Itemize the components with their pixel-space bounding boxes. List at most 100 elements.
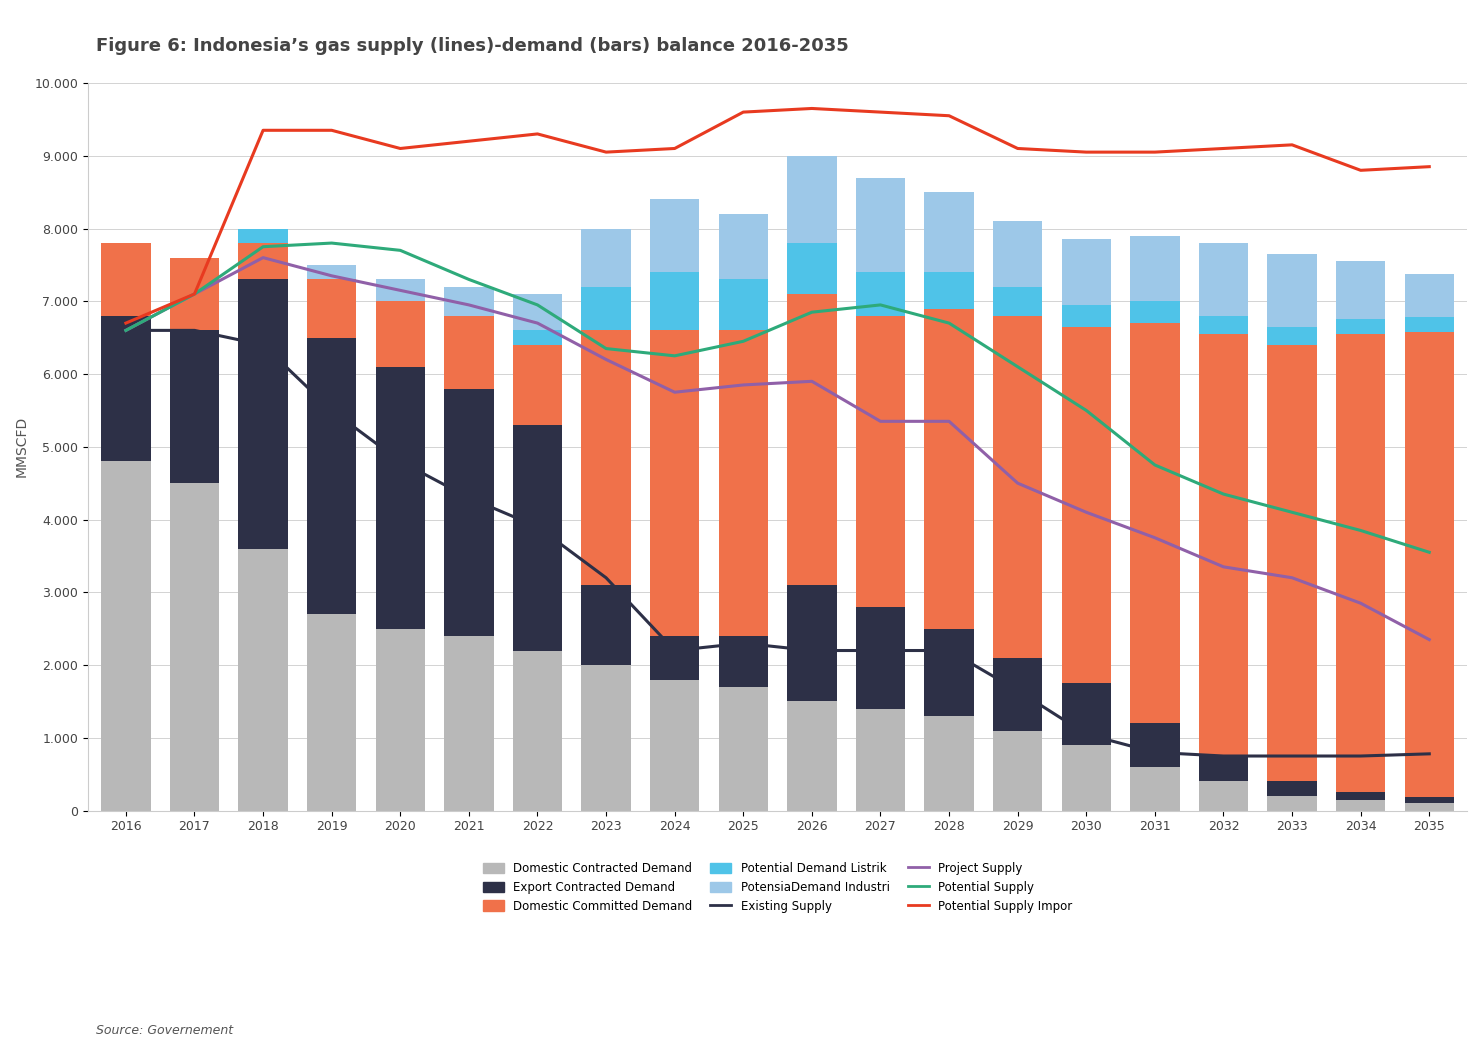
Bar	[307, 265, 356, 279]
Bar	[1131, 766, 1180, 811]
Potential Supply Impor	[529, 128, 547, 141]
Project Supply	[1146, 531, 1163, 544]
Line: Potential Supply: Potential Supply	[126, 243, 1429, 552]
Potential Supply Impor	[255, 124, 273, 136]
Project Supply	[597, 353, 615, 365]
Potential Supply	[803, 306, 821, 318]
Y-axis label: MMSCFD: MMSCFD	[15, 416, 30, 478]
Potential Supply Impor	[323, 124, 341, 136]
Potential Supply	[117, 324, 135, 337]
Line: Existing Supply: Existing Supply	[126, 331, 1429, 756]
Potential Supply	[940, 317, 957, 330]
Bar	[993, 222, 1042, 287]
Bar	[925, 192, 974, 272]
Bar	[1405, 798, 1454, 803]
Bar	[1131, 301, 1180, 323]
Bar	[787, 294, 836, 585]
Potential Supply Impor	[871, 106, 889, 119]
Potential Supply	[1352, 524, 1369, 537]
Bar	[925, 629, 974, 716]
Potential Supply	[391, 244, 409, 256]
Bar	[787, 155, 836, 243]
Existing Supply	[1420, 748, 1438, 760]
Existing Supply	[1215, 750, 1233, 762]
Bar	[307, 614, 356, 811]
Bar	[719, 214, 768, 279]
Bar	[581, 331, 631, 585]
Potential Supply Impor	[391, 142, 409, 154]
Bar	[1267, 345, 1317, 781]
Project Supply	[529, 317, 547, 330]
Bar	[719, 279, 768, 331]
Potential Supply	[1009, 360, 1027, 373]
Legend: Domestic Contracted Demand, Export Contracted Demand, Domestic Committed Demand,: Domestic Contracted Demand, Export Contr…	[477, 857, 1077, 918]
Potential Supply Impor	[803, 102, 821, 114]
Bar	[651, 636, 700, 679]
Potential Supply Impor	[1146, 146, 1163, 159]
Existing Supply	[323, 404, 341, 417]
Project Supply	[323, 270, 341, 282]
Bar	[855, 272, 906, 316]
Text: Figure 6: Indonesia’s gas supply (lines)-demand (bars) balance 2016-2035: Figure 6: Indonesia’s gas supply (lines)…	[96, 37, 849, 55]
Bar	[787, 243, 836, 294]
Bar	[855, 709, 906, 811]
Project Supply	[1420, 633, 1438, 646]
Existing Supply	[529, 521, 547, 533]
Bar	[651, 200, 700, 272]
Bar	[101, 316, 151, 461]
Existing Supply	[1009, 685, 1027, 697]
Bar	[513, 331, 562, 345]
Bar	[445, 636, 494, 811]
Bar	[787, 701, 836, 811]
Bar	[855, 607, 906, 709]
Bar	[855, 316, 906, 607]
Existing Supply	[871, 645, 889, 657]
Bar	[1267, 254, 1317, 327]
Bar	[993, 316, 1042, 657]
Existing Supply	[1077, 728, 1095, 740]
Potential Supply Impor	[1420, 161, 1438, 173]
Bar	[445, 316, 494, 388]
Bar	[719, 331, 768, 636]
Potential Supply	[529, 298, 547, 311]
Bar	[993, 657, 1042, 731]
Bar	[1131, 723, 1180, 766]
Bar	[1199, 781, 1248, 811]
Project Supply	[185, 288, 203, 300]
Existing Supply	[1283, 750, 1301, 762]
Potential Supply Impor	[735, 106, 753, 119]
Bar	[925, 309, 974, 629]
Bar	[513, 345, 562, 425]
Project Supply	[1215, 561, 1233, 573]
Bar	[1335, 334, 1386, 793]
Bar	[1267, 781, 1317, 796]
Project Supply	[255, 251, 273, 264]
Bar	[170, 331, 219, 483]
Bar	[1335, 800, 1386, 811]
Existing Supply	[185, 324, 203, 337]
Bar	[1131, 236, 1180, 301]
Bar	[375, 629, 425, 811]
Bar	[1061, 746, 1112, 811]
Bar	[1335, 793, 1386, 800]
Bar	[239, 279, 288, 549]
Existing Supply	[665, 645, 683, 657]
Potential Supply Impor	[1215, 142, 1233, 154]
Bar	[307, 338, 356, 614]
Potential Supply	[1146, 459, 1163, 471]
Existing Supply	[1146, 747, 1163, 759]
Bar	[375, 279, 425, 301]
Bar	[445, 388, 494, 636]
Existing Supply	[803, 645, 821, 657]
Project Supply	[459, 298, 477, 311]
Potential Supply Impor	[1009, 142, 1027, 154]
Bar	[925, 716, 974, 811]
Bar	[375, 366, 425, 629]
Existing Supply	[255, 339, 273, 352]
Bar	[1199, 316, 1248, 334]
Existing Supply	[391, 455, 409, 467]
Bar	[581, 585, 631, 665]
Bar	[170, 257, 219, 331]
Bar	[1061, 239, 1112, 304]
Bar	[855, 177, 906, 272]
